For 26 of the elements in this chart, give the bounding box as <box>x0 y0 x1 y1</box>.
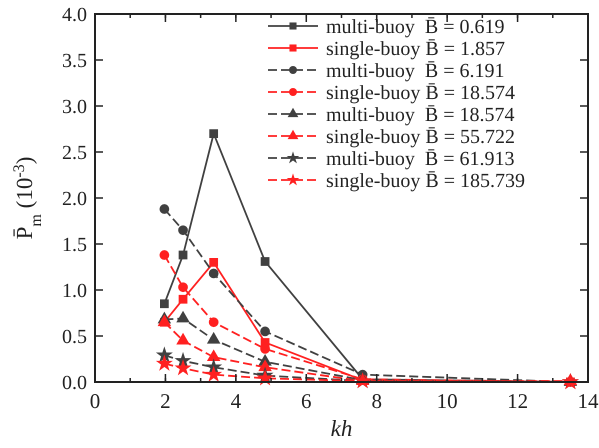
x-tick-label: 8 <box>371 389 382 413</box>
legend-label: multi-buoy B̄ = 0.619 <box>326 16 505 38</box>
x-tick-label: 14 <box>578 389 599 413</box>
legend-label: multi-buoy B̄ = 18.574 <box>326 104 515 126</box>
x-axis-title: kh <box>330 416 352 441</box>
x-tick-label: 0 <box>90 389 100 413</box>
y-tick-label: 1.5 <box>62 234 87 256</box>
y-tick-label: 3.0 <box>62 96 87 118</box>
y-tick-label: 4.0 <box>62 4 87 26</box>
legend-label: single-buoy B̄ = 18.574 <box>326 82 516 104</box>
y-tick-label: 2.5 <box>62 142 87 164</box>
x-tick-label: 2 <box>160 389 171 413</box>
x-tick-label: 12 <box>507 389 528 413</box>
y-tick-label: 2.0 <box>62 188 87 210</box>
y-tick-label: 1.0 <box>62 280 87 302</box>
x-tick-label: 6 <box>301 389 312 413</box>
legend-label: single-buoy B̄ = 1.857 <box>326 38 506 60</box>
legend-label: single-buoy B̄ = 185.739 <box>326 170 526 192</box>
y-tick-label: 0.0 <box>62 372 87 394</box>
x-tick-label: 10 <box>436 389 458 413</box>
y-tick-label: 3.5 <box>62 50 87 72</box>
x-tick-label: 4 <box>230 389 242 413</box>
legend-label: multi-buoy B̄ = 6.191 <box>326 60 505 82</box>
legend-label: single-buoy B̄ = 55.722 <box>326 126 516 148</box>
legend-label: multi-buoy B̄ = 61.913 <box>326 148 515 170</box>
y-tick-label: 0.5 <box>62 326 87 348</box>
